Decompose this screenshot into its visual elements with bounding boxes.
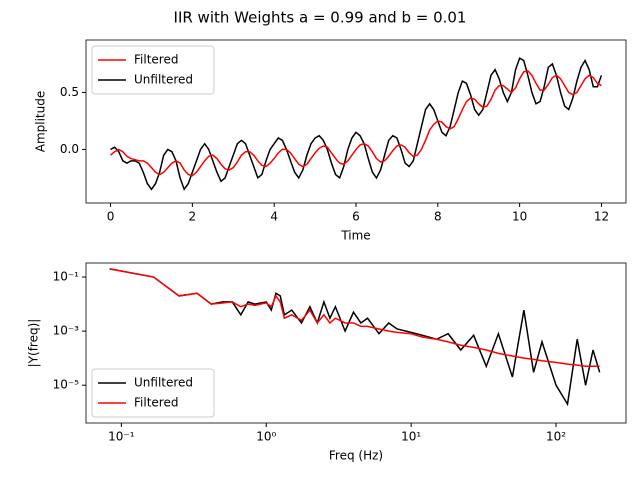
x-tick-label: 10 <box>512 210 527 224</box>
x-tick-label: 10² <box>546 430 566 444</box>
series-line <box>109 268 601 407</box>
x-tick-label: 0 <box>107 210 115 224</box>
figure-title: IIR with Weights a = 0.99 and b = 0.01 <box>174 9 467 27</box>
legend-label: Unfiltered <box>134 73 193 87</box>
x-axis-label: Time <box>340 229 370 243</box>
x-tick-label: 10⁰ <box>256 430 276 444</box>
y-tick-label: 10⁻⁵ <box>53 378 80 392</box>
x-tick-label: 10¹ <box>401 430 421 444</box>
axes-frame <box>85 262 627 424</box>
legend-label: Unfiltered <box>134 376 193 390</box>
legend-box <box>91 368 215 418</box>
y-axis-label: |Y(freq)| <box>27 319 41 368</box>
series-line <box>110 69 602 177</box>
y-tick-label: 0.5 <box>60 85 79 99</box>
axes-frame <box>85 39 627 204</box>
y-axis-label: Amplitude <box>34 91 48 153</box>
x-tick-label: 8 <box>434 210 442 224</box>
legend-label: Filtered <box>134 53 178 67</box>
series-line <box>109 268 600 368</box>
legend-box <box>91 45 215 95</box>
series-line <box>110 57 603 191</box>
x-axis-label: Freq (Hz) <box>329 449 383 463</box>
x-tick-label: 6 <box>352 210 360 224</box>
x-tick-label: 4 <box>270 210 278 224</box>
y-tick-label: 10⁻¹ <box>53 270 80 284</box>
legend-label: Filtered <box>134 396 178 410</box>
x-tick-label: 12 <box>594 210 609 224</box>
y-tick-label: 10⁻³ <box>53 324 80 338</box>
x-tick-label: 10⁻¹ <box>108 430 135 444</box>
x-tick-label: 2 <box>189 210 197 224</box>
y-tick-label: 0.0 <box>60 142 79 156</box>
